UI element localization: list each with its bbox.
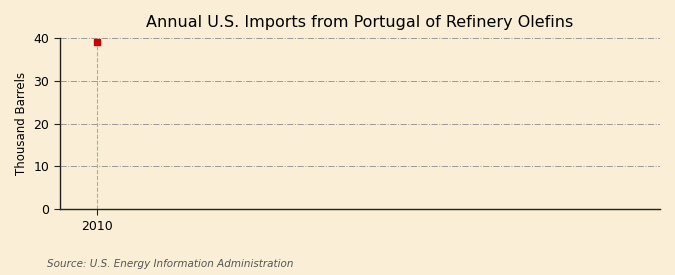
Y-axis label: Thousand Barrels: Thousand Barrels <box>15 72 28 175</box>
Text: Source: U.S. Energy Information Administration: Source: U.S. Energy Information Administ… <box>47 259 294 269</box>
Title: Annual U.S. Imports from Portugal of Refinery Olefins: Annual U.S. Imports from Portugal of Ref… <box>146 15 574 30</box>
